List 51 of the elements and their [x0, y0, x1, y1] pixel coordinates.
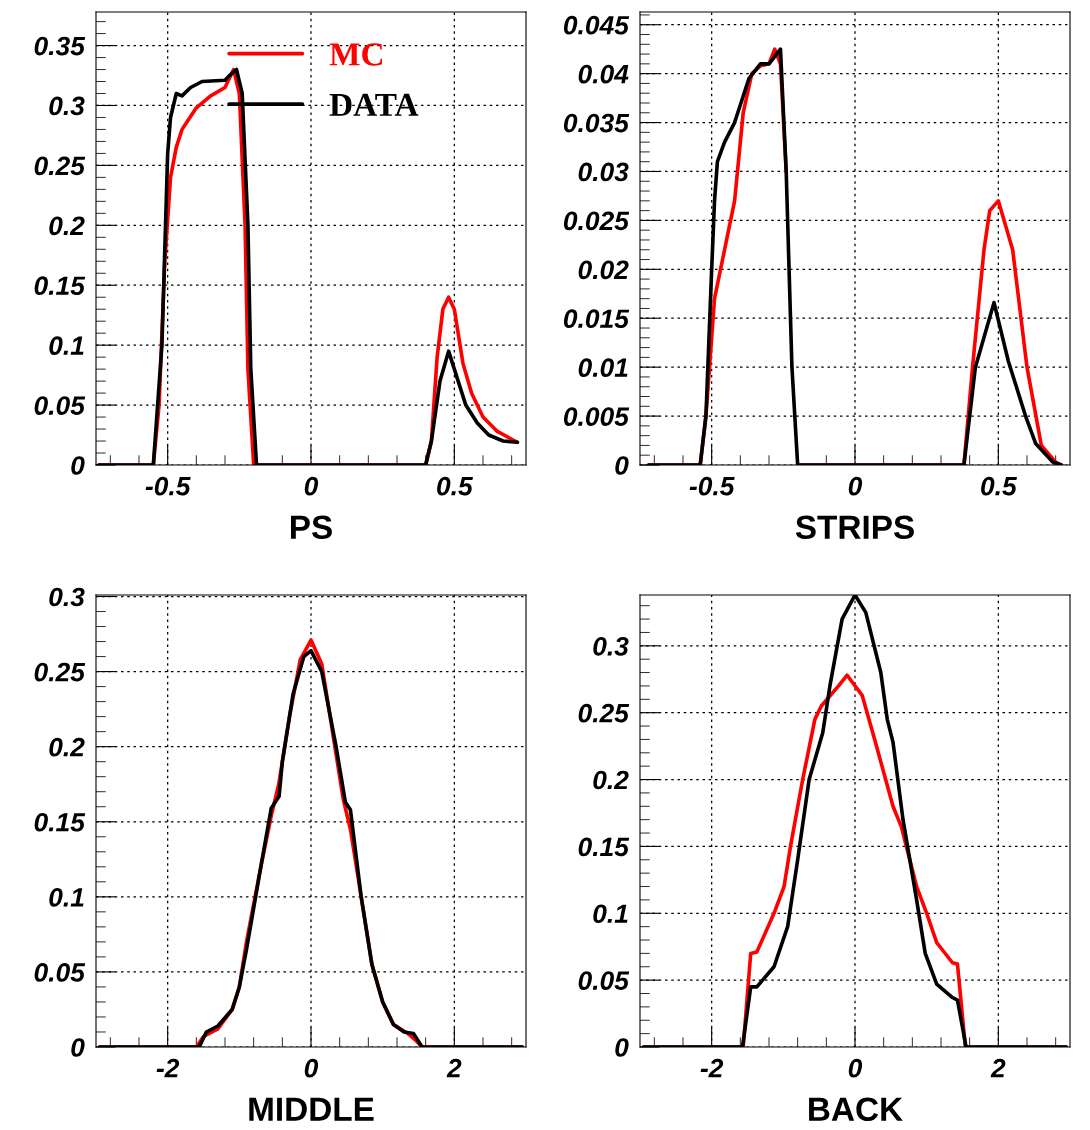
y-tick-label: 0.05	[34, 396, 86, 415]
y-tick-label: 0.1	[49, 887, 84, 907]
x-tick-label: 2	[446, 1058, 462, 1078]
y-tick-label: 0.25	[34, 662, 86, 682]
x-tick-label: 0	[304, 1058, 319, 1078]
y-tick-label: 0.25	[578, 703, 630, 723]
x-tick-label: -2	[156, 1058, 180, 1078]
y-tick-label: 0.03	[578, 162, 629, 182]
y-tick-label: 0.3	[49, 96, 85, 116]
y-tick-label: 0.035	[563, 113, 630, 133]
x-tick-label: 2	[990, 1058, 1006, 1078]
legend-label: MC	[329, 43, 383, 66]
y-tick-label: 0.1	[49, 336, 84, 355]
y-tick-label: 0.045	[563, 15, 630, 35]
x-tick-label: 0	[848, 476, 863, 496]
x-tick-label: 0.5	[981, 476, 1017, 496]
y-tick-label: 0.04	[578, 64, 629, 84]
y-tick-label: 0.05	[34, 963, 86, 982]
y-tick-label: 0.3	[49, 587, 85, 607]
x-tick-label: 0.5	[437, 476, 473, 496]
y-tick-label: 0.2	[49, 216, 85, 236]
line-series	[641, 595, 1069, 1047]
y-tick-label: 0.1	[593, 904, 628, 924]
y-tick-label: 0.3	[593, 636, 629, 656]
x-tick-label: -0.5	[145, 476, 191, 496]
y-tick-label: 0.025	[563, 211, 630, 231]
x-axis-title: STRIPS	[795, 515, 914, 540]
x-axis-title: PS	[290, 515, 332, 540]
y-tick-label: 0.25	[34, 156, 86, 176]
y-tick-label: 0	[71, 1038, 85, 1057]
legend-label: DATA	[329, 93, 419, 116]
y-tick-label: 0.15	[34, 812, 86, 832]
x-tick-label: 0	[848, 1058, 863, 1078]
y-tick-label: 0.2	[593, 770, 629, 790]
y-tick-label: 0	[615, 456, 629, 475]
y-tick-label: 0.015	[563, 309, 630, 329]
x-axis-title: MIDDLE	[249, 1097, 374, 1121]
y-tick-label: 0.35	[34, 36, 86, 56]
y-tick-label: 0.15	[34, 276, 86, 296]
y-tick-label: 0.2	[49, 737, 85, 757]
x-tick-label: 0	[304, 476, 319, 496]
y-tick-label: 0.01	[578, 358, 628, 377]
y-tick-label: 0.005	[563, 407, 630, 426]
y-tick-label: 0	[615, 1038, 629, 1057]
x-axis-title: BACK	[809, 1097, 903, 1122]
y-tick-label: 0.15	[578, 837, 630, 857]
y-tick-label: 0	[71, 456, 85, 475]
y-tick-label: 0.02	[578, 260, 629, 280]
y-tick-label: 0.05	[578, 971, 630, 990]
x-tick-label: -2	[700, 1058, 724, 1078]
x-tick-label: -0.5	[689, 476, 735, 496]
